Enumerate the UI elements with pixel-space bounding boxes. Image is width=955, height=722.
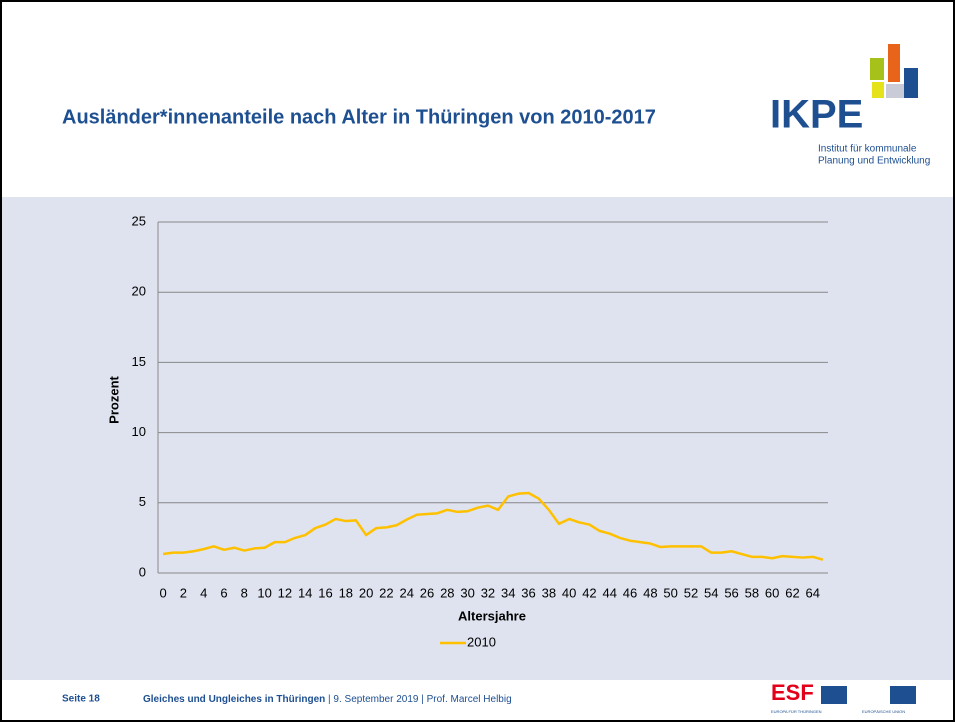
logo-block (886, 84, 904, 98)
x-tick-label: 60 (765, 585, 779, 600)
x-tick-label: 22 (379, 585, 393, 600)
x-tick-label: 44 (603, 585, 617, 600)
y-tick-label: 5 (139, 494, 146, 509)
x-tick-label: 40 (562, 585, 576, 600)
x-tick-label: 32 (481, 585, 495, 600)
logo-name: IKPE (770, 93, 863, 137)
x-tick-label: 64 (806, 585, 820, 600)
y-axis-title: Prozent (106, 375, 121, 423)
x-tick-label: 36 (521, 585, 535, 600)
data-line (162, 491, 824, 561)
x-tick-label: 56 (724, 585, 738, 600)
x-tick-label: 38 (542, 585, 556, 600)
x-tick-label: 10 (257, 585, 271, 600)
logo-block (888, 44, 900, 82)
y-tick-label: 20 (132, 284, 146, 299)
logo-block (870, 58, 884, 80)
logo: IKPE Institut für kommunale Planung und … (770, 44, 930, 167)
x-tick-label: 28 (440, 585, 454, 600)
x-tick-label: 58 (745, 585, 759, 600)
eu-text: EUROPÄISCHE UNION (862, 709, 905, 714)
x-tick-label: 2 (180, 585, 187, 600)
legend-label: 2010 (467, 634, 496, 649)
footer-text: Gleiches und Ungleiches in Thüringen | 9… (143, 694, 512, 705)
x-tick-label: 46 (623, 585, 637, 600)
footer-title: Gleiches und Ungleiches in Thüringen (143, 694, 325, 705)
y-tick-label: 10 (132, 424, 146, 439)
footer-rest: | 9. September 2019 | Prof. Marcel Helbi… (328, 694, 512, 705)
x-tick-label: 18 (339, 585, 353, 600)
x-tick-label: 14 (298, 585, 312, 600)
slide-title: Ausländer*innenanteile nach Alter in Thü… (62, 106, 656, 128)
logo-block (872, 82, 884, 98)
x-tick-label: 6 (220, 585, 227, 600)
y-tick-label: 25 (132, 213, 146, 228)
chart-background (2, 197, 953, 680)
x-tick-label: 8 (241, 585, 248, 600)
x-tick-label: 52 (684, 585, 698, 600)
x-tick-label: 42 (582, 585, 596, 600)
x-tick-label: 62 (785, 585, 799, 600)
x-tick-label: 30 (460, 585, 474, 600)
y-tick-label: 15 (132, 354, 146, 369)
x-tick-label: 16 (318, 585, 332, 600)
x-tick-label: 54 (704, 585, 718, 600)
x-tick-label: 24 (399, 585, 413, 600)
x-tick-label: 50 (663, 585, 677, 600)
x-tick-label: 34 (501, 585, 515, 600)
logo-text: Institut für kommunale (818, 144, 917, 155)
x-tick-label: 0 (159, 585, 166, 600)
logo-block (904, 68, 918, 98)
page-number: Seite 18 (62, 694, 100, 705)
x-tick-label: 4 (200, 585, 207, 600)
x-tick-label: 12 (278, 585, 292, 600)
x-tick-label: 26 (420, 585, 434, 600)
esf-logo: ESF (771, 680, 814, 705)
logo-text: Planung und Entwicklung (818, 156, 930, 167)
eu-flag (821, 686, 847, 704)
eu-flag (890, 686, 916, 704)
esf-sub: EUROPA FÜR THÜRINGEN (771, 709, 822, 714)
footer: Seite 18 Gleiches und Ungleiches in Thür… (62, 680, 916, 714)
x-tick-label: 48 (643, 585, 657, 600)
x-tick-label: 20 (359, 585, 373, 600)
y-tick-label: 0 (139, 564, 146, 579)
x-axis-title: Altersjahre (458, 608, 526, 623)
